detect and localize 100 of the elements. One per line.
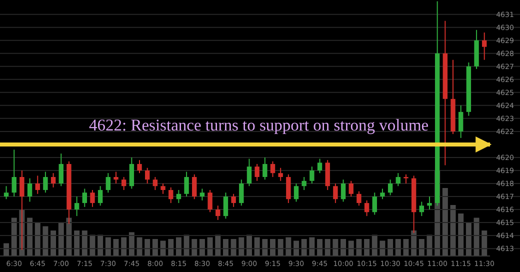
bar [380,240,386,256]
bar [82,230,88,256]
bar [474,218,480,256]
candlestick [356,190,362,206]
bar [340,239,346,256]
bar [152,239,158,256]
bar [294,240,299,256]
bar [262,239,268,256]
candlestick [458,104,464,138]
bar [27,218,33,256]
candlestick [310,166,314,184]
candlestick [388,179,393,196]
bar [113,239,119,256]
candlestick [231,193,236,208]
candlestick [27,178,32,202]
bar [192,239,198,256]
candlestick [98,186,103,206]
candlestick [35,175,40,194]
bar [254,237,260,256]
bar [324,239,330,256]
bar [105,237,111,256]
bar [301,239,307,256]
candlestick [348,180,354,198]
bar [388,239,394,256]
candlestick [121,176,126,191]
bar [222,239,228,256]
candlestick [82,188,87,208]
candlestick [286,174,291,204]
bar [121,237,127,256]
bar [176,237,182,256]
bar [144,239,150,256]
candlestick [4,186,9,200]
bar [403,239,409,256]
candlestick [129,156,134,190]
candlestick [145,167,150,184]
bar [168,239,174,256]
bar [74,230,80,256]
candlestick [184,171,189,198]
candlestick [58,153,64,187]
candlestick [246,158,252,187]
bar [482,230,488,256]
candlestick [404,174,408,184]
candlestick [216,205,220,220]
candlestick [192,174,197,200]
bar [207,237,213,256]
candlestick [364,200,370,217]
bar [309,237,315,256]
candlestick [74,196,80,217]
candlestick [43,171,48,194]
bar [395,239,401,256]
candlestick [302,176,306,191]
candlestick [90,190,95,208]
candlestick [380,188,385,200]
bar [278,239,284,256]
candlestick [208,190,212,213]
bar [418,239,424,256]
candlestick [333,183,338,204]
bar [160,240,166,256]
bar [356,239,362,256]
candlestick [270,160,276,178]
bar [270,239,276,256]
candlestick [137,160,142,174]
candlestick [168,186,174,204]
candlestick [50,172,56,188]
candlestick [278,167,283,182]
candlestick [106,172,111,194]
candlestick [427,196,432,210]
candlestick [200,188,205,201]
bar [364,239,370,256]
bar [348,240,354,256]
bar [317,239,323,256]
candlestick [223,192,228,220]
bar [238,237,244,256]
candlestick [254,163,260,182]
bar [332,239,338,256]
bar [128,232,134,256]
candlestick [482,32,487,60]
candlestick [160,183,166,194]
bar [442,188,448,256]
candlestick [262,156,268,180]
candlestick [239,179,244,206]
candlestick [396,172,400,187]
ref-line-label: 4622: Resistance turns to support on strong volume [89,115,429,134]
bar [42,226,48,256]
bar [466,222,472,256]
candlestick [12,149,16,198]
candlestick [176,190,182,204]
candlestick [114,171,118,184]
candlestick [372,192,377,216]
bar [286,237,292,256]
bar [58,222,64,256]
candlestick [340,179,346,202]
candlestick [152,176,158,191]
bar [199,239,205,256]
candlestick [317,158,322,174]
candlestick [419,201,424,217]
bar [34,222,40,256]
bar [450,205,456,256]
bar [50,230,56,256]
bar [458,214,464,256]
